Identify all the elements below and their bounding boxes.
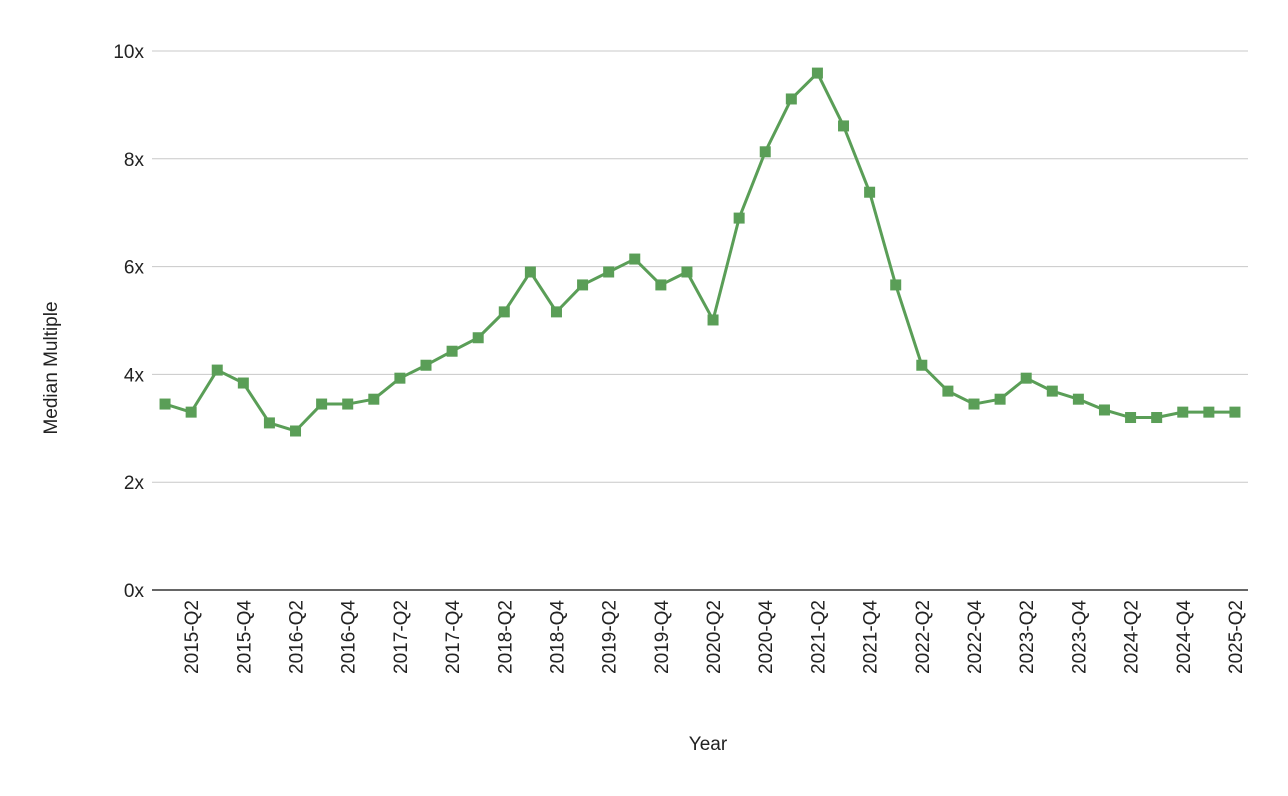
data-marker	[629, 253, 641, 265]
data-marker	[968, 398, 980, 410]
x-tick-label: 2025-Q2	[1226, 600, 1247, 674]
x-tick-label: 2015-Q4	[234, 600, 255, 674]
data-marker	[368, 393, 380, 405]
data-marker	[550, 306, 562, 318]
y-tick-label: 0x	[124, 581, 145, 602]
data-marker	[785, 93, 797, 105]
x-tick-label: 2021-Q4	[861, 600, 882, 674]
data-marker	[524, 266, 536, 278]
data-marker	[394, 372, 406, 384]
x-tick-label: 2019-Q2	[600, 600, 621, 674]
data-marker	[577, 279, 589, 291]
data-marker	[838, 120, 850, 132]
x-tick-label: 2016-Q4	[339, 600, 360, 674]
data-marker	[655, 279, 667, 291]
data-marker	[211, 364, 223, 376]
data-marker	[890, 279, 902, 291]
data-marker	[1125, 412, 1137, 424]
x-tick-label: 2016-Q2	[287, 600, 308, 674]
x-tick-label: 2022-Q4	[965, 600, 986, 674]
data-marker	[420, 359, 432, 371]
x-tick-label: 2018-Q4	[547, 600, 568, 674]
data-marker	[811, 67, 823, 79]
data-marker	[681, 266, 693, 278]
data-marker	[603, 266, 615, 278]
data-marker	[1072, 393, 1084, 405]
y-tick-label: 2x	[124, 473, 145, 494]
data-marker	[707, 314, 719, 326]
data-marker	[472, 332, 484, 344]
x-axis-title: Year	[689, 734, 728, 755]
data-marker	[498, 306, 510, 318]
data-marker	[994, 393, 1006, 405]
data-marker	[342, 398, 354, 410]
y-axis-title: Median Multiple	[41, 301, 62, 434]
data-marker	[1229, 406, 1241, 418]
data-marker	[263, 417, 275, 429]
y-tick-label: 6x	[124, 258, 145, 279]
data-marker	[1020, 372, 1032, 384]
y-tick-label: 10x	[113, 42, 144, 63]
data-marker	[759, 146, 771, 158]
x-tick-label: 2020-Q4	[756, 600, 777, 674]
data-marker	[942, 385, 954, 397]
data-marker	[185, 406, 197, 418]
data-marker	[316, 398, 328, 410]
x-tick-label: 2017-Q2	[391, 600, 412, 674]
x-tick-label: 2018-Q2	[495, 600, 516, 674]
data-marker	[159, 398, 171, 410]
data-marker	[237, 377, 249, 389]
data-marker	[1177, 406, 1189, 418]
x-tick-label: 2021-Q2	[808, 600, 829, 674]
y-tick-label: 8x	[124, 150, 145, 171]
data-marker	[1151, 412, 1163, 424]
x-tick-label: 2017-Q4	[443, 600, 464, 674]
data-marker	[290, 425, 302, 437]
x-tick-label: 2023-Q4	[1069, 600, 1090, 674]
x-tick-label: 2023-Q2	[1017, 600, 1038, 674]
data-marker	[916, 359, 928, 371]
data-marker	[446, 345, 458, 357]
data-marker	[1098, 404, 1110, 416]
data-marker	[1046, 385, 1058, 397]
x-tick-label: 2022-Q2	[913, 600, 934, 674]
data-marker	[1203, 406, 1215, 418]
x-tick-label: 2024-Q2	[1122, 600, 1143, 674]
y-tick-label: 4x	[124, 365, 145, 386]
data-marker	[864, 186, 876, 198]
x-tick-label: 2024-Q4	[1174, 600, 1195, 674]
x-tick-label: 2015-Q2	[182, 600, 203, 674]
x-tick-label: 2019-Q4	[652, 600, 673, 674]
data-marker	[733, 212, 745, 224]
x-tick-label: 2020-Q2	[704, 600, 725, 674]
